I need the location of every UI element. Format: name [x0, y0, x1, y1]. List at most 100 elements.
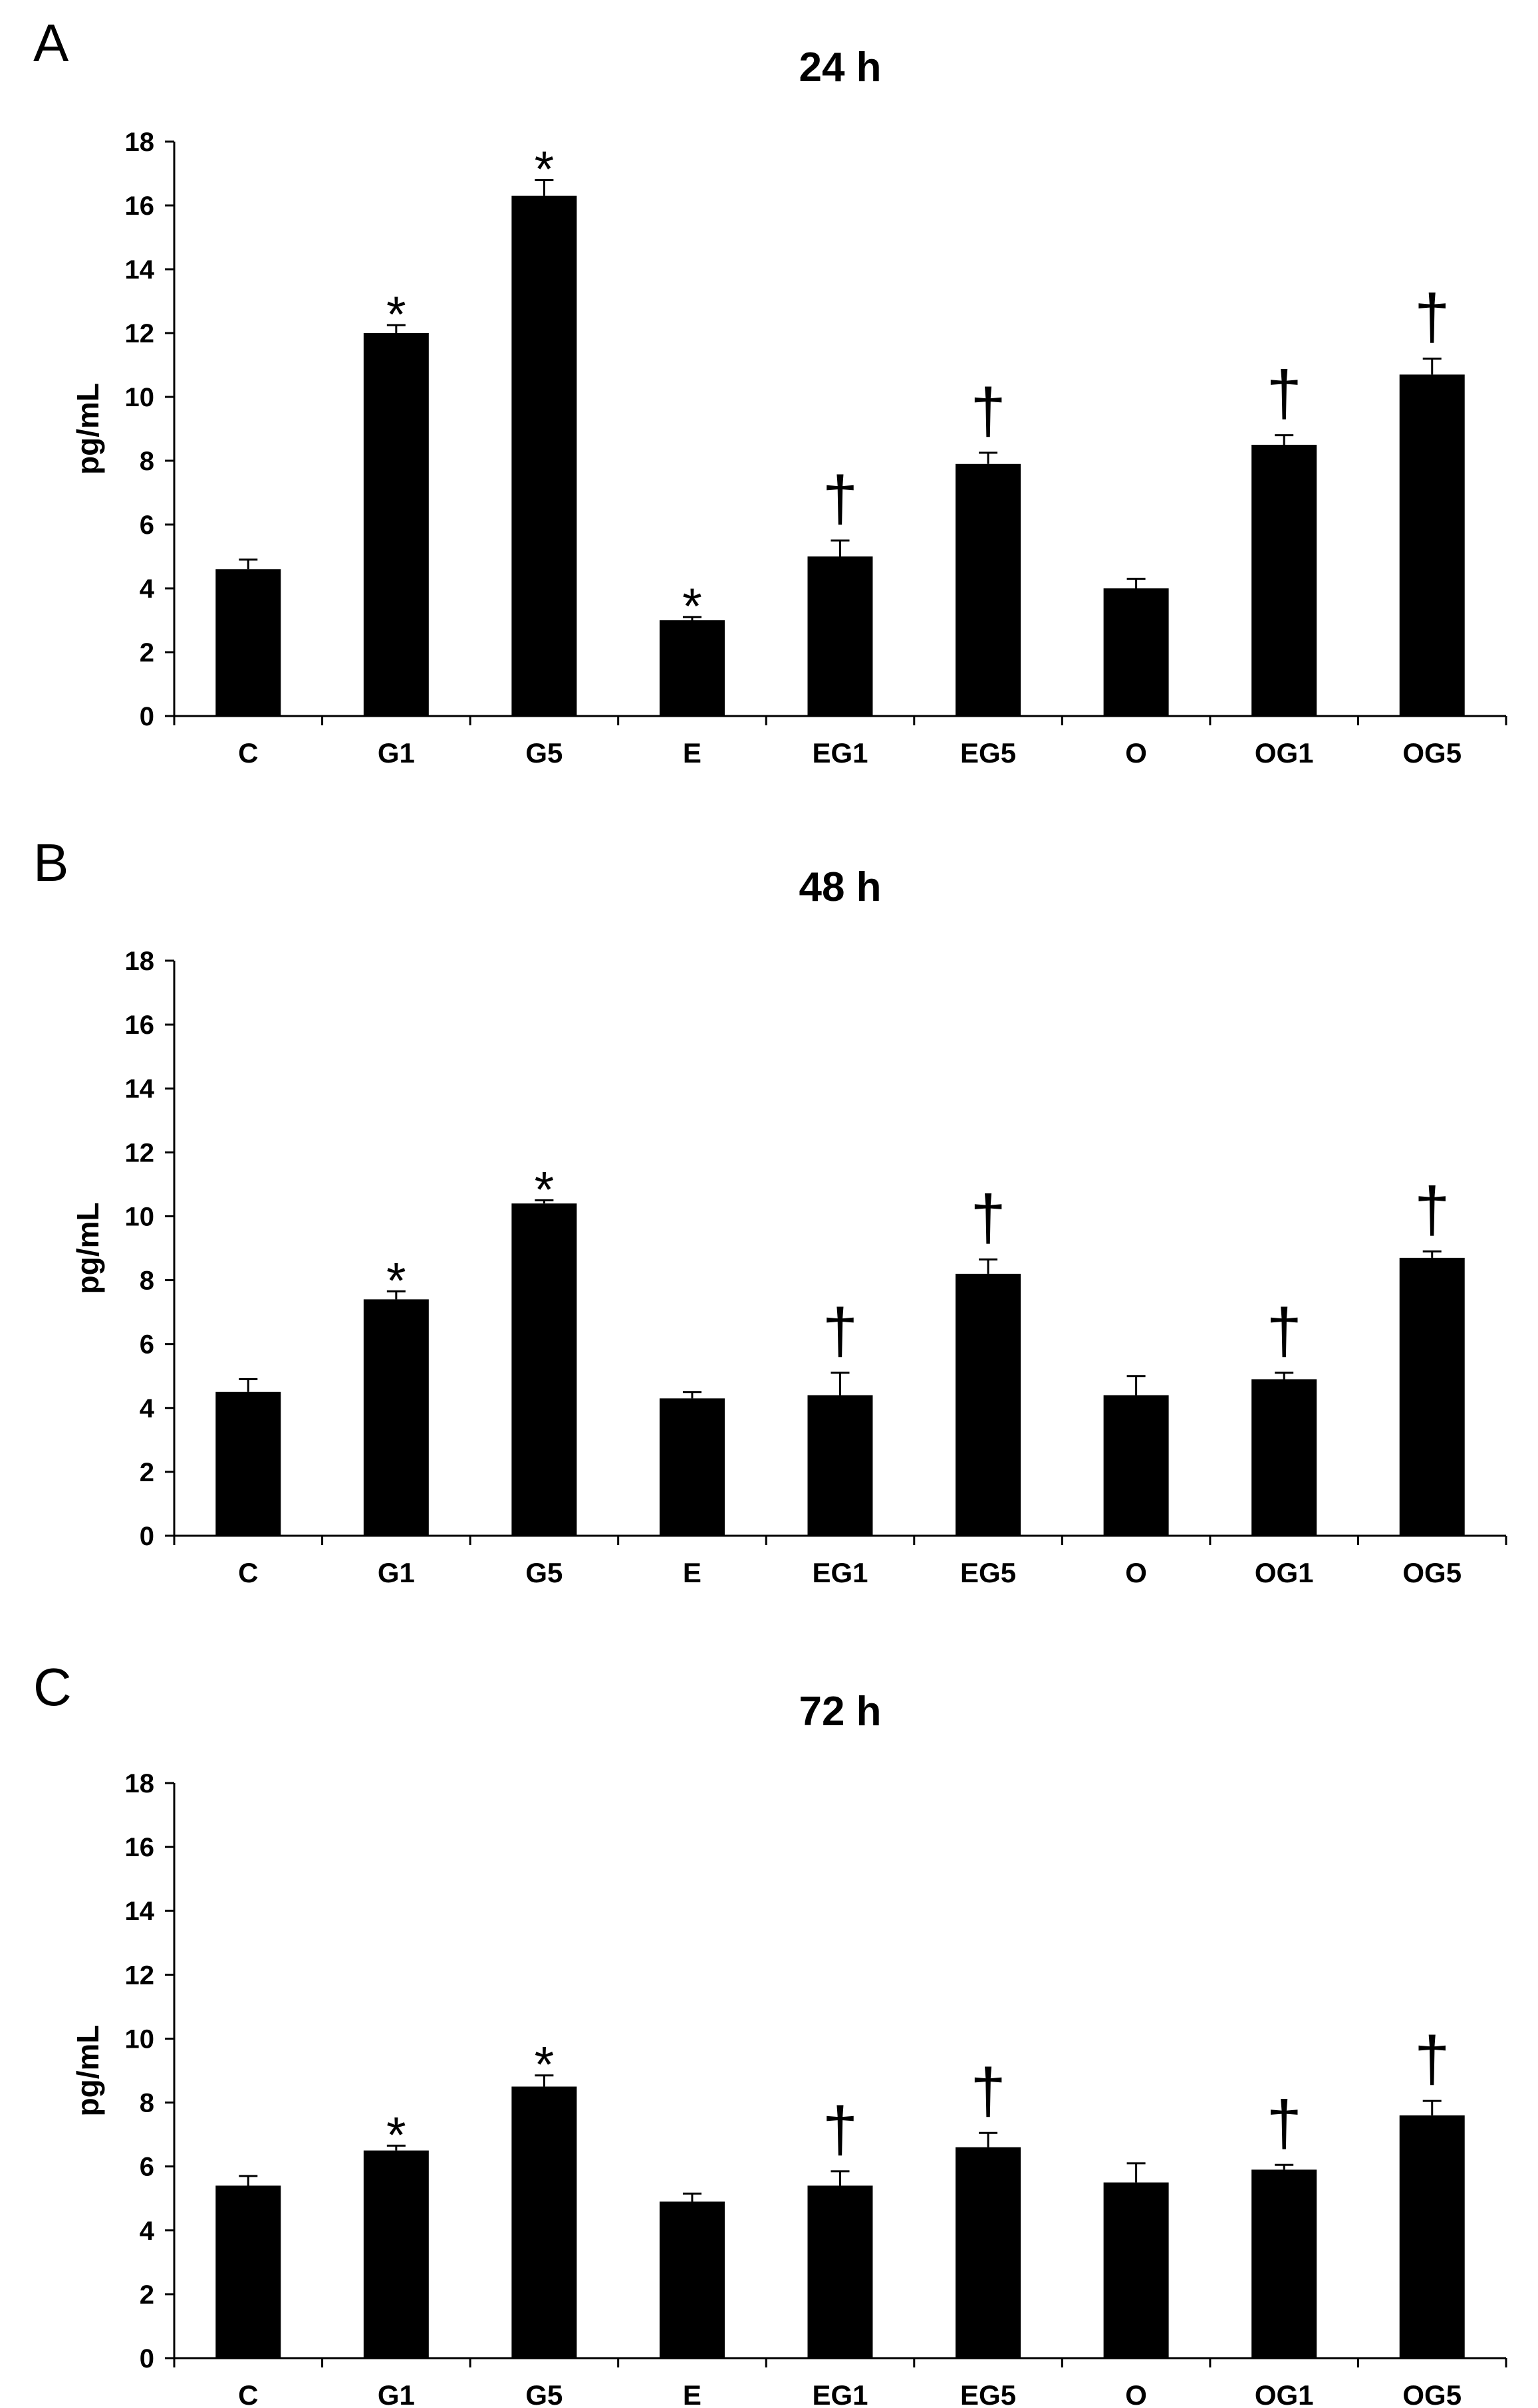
x-tick-label-g5: G5 [525, 737, 563, 769]
bar-g1 [363, 1299, 429, 1536]
x-tick-label-c: C [238, 737, 258, 769]
x-tick-label-e: E [683, 2379, 702, 2408]
dagger-marker: † [1414, 2024, 1450, 2095]
x-tick-label-g5: G5 [525, 2379, 563, 2408]
bar-o [1103, 1395, 1169, 1536]
x-tick-label-og1: OG1 [1255, 737, 1314, 769]
asterisk-marker: * [386, 2107, 406, 2163]
y-tick-label: 8 [140, 2089, 154, 2118]
y-tick-label: 16 [125, 191, 155, 221]
chart-title: 24 h [799, 45, 881, 90]
bar-e [659, 620, 725, 716]
y-tick-label: 14 [125, 255, 155, 285]
y-tick-label: 12 [125, 1138, 155, 1167]
y-tick-label: 6 [140, 511, 154, 540]
bar-g5 [511, 2086, 577, 2358]
bar-e [659, 2201, 725, 2358]
x-tick-label-c: C [238, 2379, 258, 2408]
x-tick-label-e: E [683, 1557, 702, 1588]
chart-title: 72 h [799, 1689, 881, 1735]
x-tick-label-o: O [1125, 737, 1147, 769]
asterisk-marker: * [386, 287, 406, 343]
x-tick-label-g1: G1 [378, 737, 415, 769]
dagger-marker: † [1266, 358, 1301, 429]
x-tick-label-eg1: EG1 [812, 1557, 868, 1588]
bar-eg5 [956, 2147, 1021, 2358]
y-axis-label: pg/mL [70, 2025, 105, 2117]
y-tick-label: 12 [125, 1961, 155, 1990]
y-tick-label: 14 [125, 1897, 155, 1926]
y-tick-label: 4 [140, 1394, 155, 1423]
x-tick-label-og1: OG1 [1255, 1557, 1314, 1588]
dagger-marker: † [823, 2094, 858, 2165]
bar-og1 [1251, 1379, 1317, 1536]
x-tick-label-og5: OG5 [1402, 2379, 1462, 2408]
dagger-marker: † [970, 376, 1005, 447]
y-tick-label: 0 [140, 1522, 154, 1551]
x-tick-label-g1: G1 [378, 2379, 415, 2408]
bar-g5 [511, 195, 577, 717]
dagger-marker: † [1266, 1296, 1301, 1367]
bar-o [1103, 588, 1169, 716]
x-tick-label-g1: G1 [378, 1557, 415, 1588]
asterisk-marker: * [535, 2037, 555, 2094]
panel-letter: C [33, 1657, 72, 1717]
x-tick-label-og5: OG5 [1402, 737, 1462, 769]
y-tick-label: 18 [125, 128, 155, 157]
bar-eg1 [807, 1395, 873, 1536]
y-tick-label: 6 [140, 2153, 154, 2182]
y-tick-label: 6 [140, 1330, 154, 1360]
y-tick-label: 10 [125, 2024, 155, 2054]
asterisk-marker: * [386, 1253, 406, 1309]
x-tick-label-eg1: EG1 [812, 737, 868, 769]
y-tick-label: 2 [140, 1458, 154, 1487]
bar-c [215, 2185, 281, 2358]
x-tick-label-o: O [1125, 1557, 1147, 1588]
y-tick-label: 2 [140, 2280, 154, 2310]
y-tick-label: 4 [140, 2217, 155, 2246]
x-tick-label-eg5: EG5 [960, 737, 1016, 769]
bar-c [215, 1391, 281, 1536]
bar-og1 [1251, 2169, 1317, 2358]
bar-eg1 [807, 556, 873, 716]
x-tick-label-e: E [683, 737, 702, 769]
bar-g1 [363, 2150, 429, 2358]
dagger-marker: † [1414, 1174, 1450, 1245]
bar-g1 [363, 333, 429, 716]
bar-eg5 [956, 463, 1021, 716]
chart-panel-a: A 24 h pg/mL 0 2 4 6 8 10 12 14 16 18 C G1 * G5 * E * EG1 † EG… [33, 13, 1507, 769]
dagger-marker: † [1266, 2088, 1301, 2159]
asterisk-marker: * [535, 1161, 555, 1218]
y-tick-label: 18 [125, 947, 155, 976]
y-tick-label: 2 [140, 638, 154, 667]
y-axis-label: pg/mL [70, 383, 105, 475]
dagger-marker: † [1414, 281, 1450, 352]
y-tick-label: 18 [125, 1769, 155, 1798]
y-tick-label: 8 [140, 447, 154, 476]
y-tick-label: 0 [140, 2344, 154, 2373]
dagger-marker: † [970, 2056, 1005, 2127]
y-tick-label: 16 [125, 1011, 155, 1040]
panel-letter: A [33, 13, 69, 72]
dagger-marker: † [823, 1296, 858, 1367]
chart-panel-b: B 48 h pg/mL 0 2 4 6 8 10 12 14 16 18 C G1 * G5 * E EG1 † EG5… [33, 833, 1507, 1588]
x-tick-label-eg1: EG1 [812, 2379, 868, 2408]
dagger-marker: † [970, 1182, 1005, 1253]
asterisk-marker: * [535, 142, 555, 198]
y-tick-label: 10 [125, 1202, 155, 1231]
y-tick-label: 16 [125, 1833, 155, 1862]
chart-title: 48 h [799, 864, 881, 910]
chart-panel-c: C 72 h pg/mL 0 2 4 6 8 10 12 14 16 18 C G1 * G5 * E EG1 † EG5… [33, 1657, 1507, 2408]
panel-letter: B [33, 833, 68, 892]
bar-og5 [1399, 2115, 1465, 2358]
y-tick-label: 4 [140, 574, 155, 604]
x-tick-label-eg5: EG5 [960, 2379, 1016, 2408]
y-tick-label: 10 [125, 383, 155, 412]
bar-og5 [1399, 374, 1465, 716]
y-tick-label: 12 [125, 319, 155, 348]
x-tick-label-o: O [1125, 2379, 1147, 2408]
x-tick-label-c: C [238, 1557, 258, 1588]
x-tick-label-eg5: EG5 [960, 1557, 1016, 1588]
bar-g5 [511, 1203, 577, 1536]
